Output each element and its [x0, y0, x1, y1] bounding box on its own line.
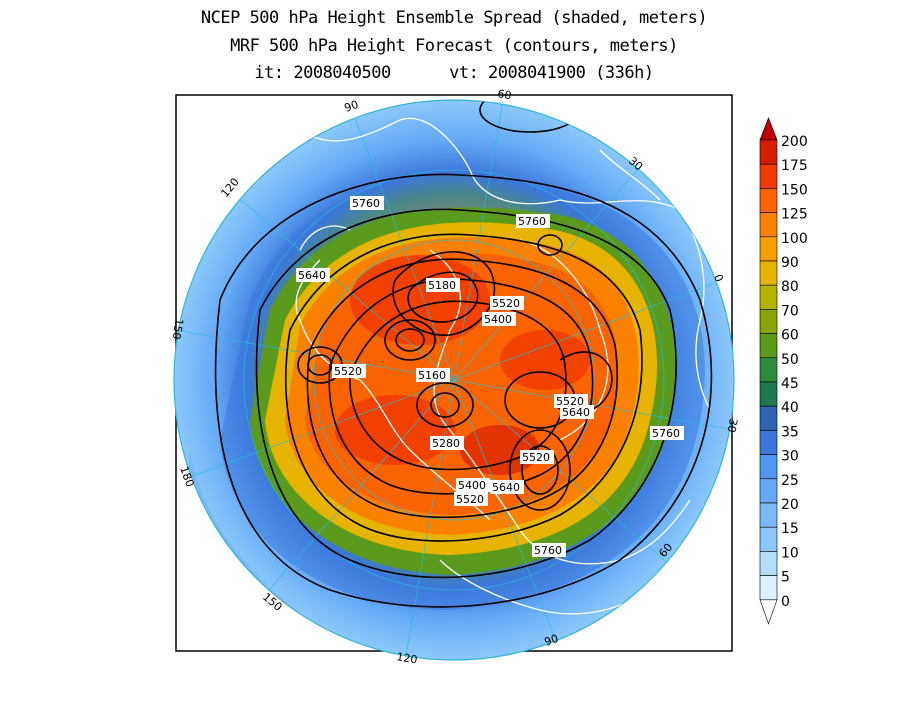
colorbar-tick-label: 90 — [781, 255, 799, 271]
title-line-2: MRF 500 hPa Height Forecast (contours, m… — [230, 36, 678, 56]
colorbar-tick-label: 5 — [781, 570, 790, 586]
colorbar-swatch — [759, 284, 778, 310]
colorbar-swatch — [759, 163, 778, 189]
longitude-label: 150 — [169, 317, 185, 340]
colorbar-bottom-triangle — [759, 599, 778, 625]
colorbar-swatch — [759, 430, 778, 455]
colorbar-tick-label: 30 — [781, 449, 799, 465]
contour-label: 5520 — [522, 451, 550, 464]
colorbar-swatch — [759, 236, 778, 262]
colorbar-tick-label: 80 — [781, 279, 799, 295]
contour-label: 5760 — [518, 215, 546, 228]
title-line-3: it: 2008040500 vt: 2008041900 (336h) — [254, 63, 654, 83]
contour-label: 5640 — [298, 269, 326, 282]
longitude-label: 90 — [543, 632, 561, 649]
contour-label: 5520 — [456, 493, 484, 506]
colorbar-swatch — [759, 139, 778, 165]
longitude-label: 30 — [725, 417, 740, 433]
colorbar-tick-label: 45 — [781, 376, 799, 392]
colorbar-swatch — [759, 551, 778, 576]
colorbar-tick-label: 60 — [781, 328, 799, 344]
longitude-label: 90 — [343, 98, 361, 115]
colorbar-tick-label: 0 — [781, 594, 790, 610]
colorbar-tick-label: 20 — [781, 497, 799, 513]
colorbar-swatch — [759, 502, 778, 528]
colorbar-tick-label: 10 — [781, 545, 799, 561]
contour-label: 5760 — [352, 197, 380, 210]
colorbar-swatch — [759, 188, 778, 213]
title-line-1: NCEP 500 hPa Height Ensemble Spread (sha… — [200, 8, 708, 28]
colorbar-top-triangle — [759, 117, 778, 141]
colorbar-tick-label: 15 — [781, 521, 799, 537]
colorbar-swatch — [759, 357, 778, 383]
colorbar-swatch — [759, 405, 778, 431]
contour-label: 5180 — [428, 279, 456, 292]
colorbar-swatch — [759, 212, 778, 238]
colorbar-tick-label: 175 — [781, 158, 808, 174]
colorbar-swatch — [759, 260, 778, 286]
contour-label: 5400 — [458, 479, 486, 492]
contour-label: 5520 — [334, 365, 362, 378]
colorbar-tick-label: 150 — [781, 182, 808, 198]
longitude-label: 120 — [395, 650, 418, 666]
contour-label: 5520 — [492, 297, 520, 310]
contour-label: 5520 — [556, 395, 584, 408]
colorbar-swatch — [759, 526, 778, 552]
colorbar-swatch — [759, 333, 778, 359]
contour-label: 5760 — [652, 427, 680, 440]
longitude-label: 60 — [496, 87, 512, 102]
contour-label: 5640 — [492, 481, 520, 494]
longitude-label: 0 — [711, 273, 726, 284]
contour-label-group: 5760 5760 5640 5180 5520 5400 5520 5160 … — [296, 196, 684, 557]
colorbar-tick-label: 70 — [781, 303, 799, 319]
colorbar-tick-label: 50 — [781, 352, 799, 368]
contour-label: 5280 — [432, 437, 460, 450]
colorbar: 2001751501251009080706050454035302520151… — [759, 117, 808, 625]
colorbar-tick-label: 100 — [781, 231, 808, 247]
colorbar-swatch — [759, 454, 778, 480]
contour-label: 5160 — [418, 369, 446, 382]
colorbar-swatch — [759, 575, 778, 601]
colorbar-swatch — [759, 381, 778, 407]
colorbar-tick-label: 40 — [781, 400, 799, 416]
contour-label: 5760 — [534, 544, 562, 557]
colorbar-tick-label: 125 — [781, 207, 808, 223]
colorbar-swatch — [759, 478, 778, 504]
contour-label: 5640 — [562, 406, 590, 419]
colorbar-tick-label: 35 — [781, 424, 799, 440]
contour-label: 5400 — [484, 313, 512, 326]
colorbar-tick-label: 25 — [781, 473, 799, 489]
colorbar-swatch — [759, 309, 778, 334]
colorbar-tick-label: 200 — [781, 134, 808, 150]
